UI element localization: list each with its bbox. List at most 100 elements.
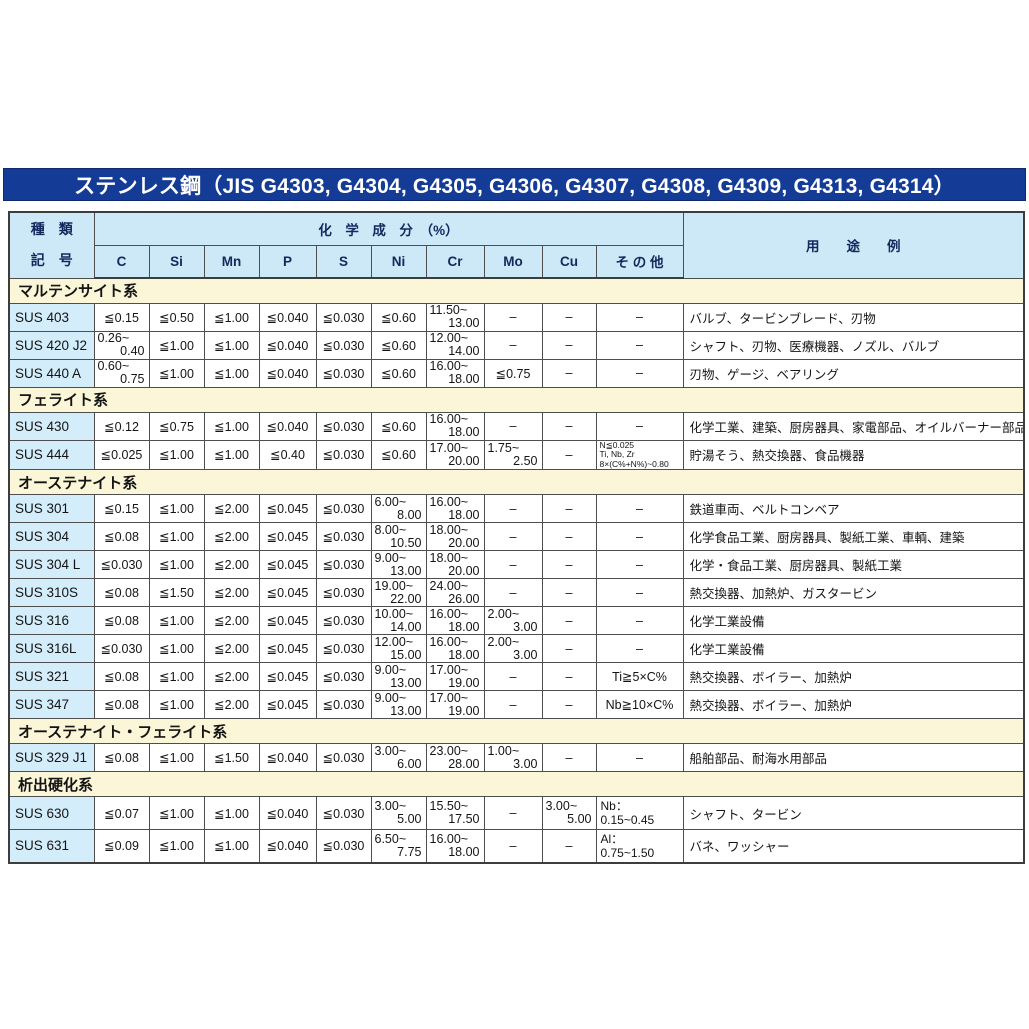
- chem-group-header: 化 学 成 分 （%）: [93, 211, 684, 246]
- chem-cell-s: ≦0.030: [315, 330, 372, 360]
- table-row: SUS 316L ≦0.030 ≦1.00 ≦2.00 ≦0.045 ≦0.030 12.0…: [8, 634, 1025, 663]
- grade-cell: SUS 403: [8, 302, 95, 332]
- chem-cell-other: –: [595, 522, 684, 551]
- table-row: SUS 420 J2 0.26~ 0.40 ≦1.00 ≦1.00 ≦0.040 ≦0.03…: [8, 330, 1025, 360]
- chem-cell-c: ≦0.08: [93, 606, 150, 635]
- section-row: フェライト系: [8, 386, 1025, 413]
- chem-cell-si: ≦0.75: [148, 411, 205, 441]
- chem-cell-other: N≦0.025 Ti, Nb, Zr 8×(C%+N%)~0.80: [595, 439, 684, 470]
- chem-subheader-row: C Si Mn P S Ni Cr Mo Cu そ の 他: [9, 244, 1024, 279]
- chem-cell-mo: –: [483, 330, 543, 360]
- use-cell: バネ、ワッシャー: [682, 829, 1025, 863]
- chem-cell-p: ≦0.045: [258, 578, 317, 607]
- chem-cell-mo: –: [483, 522, 543, 551]
- chem-cell-s: ≦0.030: [315, 411, 372, 441]
- chem-cell-s: ≦0.030: [315, 829, 372, 863]
- chem-cell-other: –: [595, 411, 684, 441]
- chem-cell-p: ≦0.040: [258, 330, 317, 360]
- chem-cell-other: –: [595, 550, 684, 579]
- chem-cell-mn: ≦1.00: [203, 330, 260, 360]
- chem-cell-p: ≦0.040: [258, 302, 317, 332]
- chem-cell-s: ≦0.030: [315, 690, 372, 719]
- chem-cell-cu: –: [541, 606, 597, 635]
- chem-cell-ni: 3.00~ 5.00: [370, 796, 427, 830]
- chem-cell-cu: –: [541, 662, 597, 691]
- chem-cell-cr: 24.00~ 26.00: [425, 578, 485, 607]
- chem-cell-ni: ≦0.60: [370, 330, 427, 360]
- grade-cell: SUS 329 J1: [8, 743, 95, 772]
- chem-cell-c: ≦0.12: [93, 411, 150, 441]
- chem-cell-mn: ≦1.00: [203, 439, 260, 470]
- chem-cell-mo: –: [483, 796, 543, 830]
- chem-cell-cr: 17.00~ 19.00: [425, 662, 485, 691]
- chem-cell-si: ≦1.00: [148, 690, 205, 719]
- chem-cell-mo: –: [483, 829, 543, 863]
- grade-cell: SUS 420 J2: [8, 330, 95, 360]
- chem-cell-si: ≦1.00: [148, 796, 205, 830]
- chem-cell-cr: 16.00~ 18.00: [425, 634, 485, 663]
- table-row: SUS 444 ≦0.025 ≦1.00 ≦1.00 ≦0.40 ≦0.030 ≦0.60 1…: [8, 439, 1025, 470]
- chem-cell-cu: –: [541, 522, 597, 551]
- chem-cell-other: –: [595, 578, 684, 607]
- chem-cell-p: ≦0.045: [258, 606, 317, 635]
- table-row: SUS 630 ≦0.07 ≦1.00 ≦1.00 ≦0.040 ≦0.030 3.00~ 5…: [8, 796, 1025, 830]
- chem-cell-ni: 6.50~ 7.75: [370, 829, 427, 863]
- chem-cell-cr: 11.50~ 13.00: [425, 302, 485, 332]
- grade-cell: SUS 321: [8, 662, 95, 691]
- grade-cell: SUS 316: [8, 606, 95, 635]
- chem-col-header-Si: Si: [148, 244, 205, 279]
- chem-cell-c: ≦0.030: [93, 634, 150, 663]
- chem-cell-mn: ≦1.00: [203, 796, 260, 830]
- table-row: SUS 631 ≦0.09 ≦1.00 ≦1.00 ≦0.040 ≦0.030 6.50~ 7…: [8, 829, 1025, 863]
- chem-cell-p: ≦0.040: [258, 411, 317, 441]
- chem-cell-other: –: [595, 302, 684, 332]
- chem-cell-mo: 2.00~ 3.00: [483, 606, 543, 635]
- chem-cell-si: ≦0.50: [148, 302, 205, 332]
- grade-cell: SUS 316L: [8, 634, 95, 663]
- table-row: SUS 316 ≦0.08 ≦1.00 ≦2.00 ≦0.045 ≦0.030 10.00~…: [8, 606, 1025, 635]
- chem-cell-si: ≦1.00: [148, 550, 205, 579]
- chem-cell-s: ≦0.030: [315, 522, 372, 551]
- chem-cell-c: ≦0.08: [93, 690, 150, 719]
- chem-cell-other: Al： 0.75~1.50: [595, 829, 684, 863]
- chem-cell-cr: 23.00~ 28.00: [425, 743, 485, 772]
- table-row: SUS 321 ≦0.08 ≦1.00 ≦2.00 ≦0.045 ≦0.030 9.00~ 1…: [8, 662, 1025, 691]
- chem-cell-s: ≦0.030: [315, 743, 372, 772]
- use-cell: シャフト、タービン: [682, 796, 1025, 830]
- chem-cell-si: ≦1.00: [148, 743, 205, 772]
- chem-cell-ni: 9.00~ 13.00: [370, 690, 427, 719]
- use-cell: 熱交換器、ボイラー、加熱炉: [682, 690, 1025, 719]
- grade-cell: SUS 310S: [8, 578, 95, 607]
- table-row: SUS 304 ≦0.08 ≦1.00 ≦2.00 ≦0.045 ≦0.030 8.00~ 1…: [8, 522, 1025, 551]
- chem-cell-cr: 16.00~ 18.00: [425, 358, 485, 388]
- chem-cell-cu: 3.00~ 5.00: [541, 796, 597, 830]
- chem-cell-si: ≦1.00: [148, 358, 205, 388]
- chem-cell-cr: 12.00~ 14.00: [425, 330, 485, 360]
- chem-cell-c: ≦0.025: [93, 439, 150, 470]
- chem-cell-si: ≦1.00: [148, 662, 205, 691]
- table-row: SUS 329 J1 ≦0.08 ≦1.00 ≦1.50 ≦0.040 ≦0.030 3.0…: [8, 743, 1025, 772]
- chem-cell-mn: ≦1.00: [203, 829, 260, 863]
- chem-col-header-Cr: Cr: [425, 244, 485, 279]
- chem-col-header-Mo: Mo: [483, 244, 543, 279]
- chem-cell-ni: 12.00~ 15.00: [370, 634, 427, 663]
- section-label: マルテンサイト系: [8, 277, 1025, 304]
- chem-cell-cu: –: [541, 494, 597, 523]
- chem-cell-mo: ≦0.75: [483, 358, 543, 388]
- chem-cell-c: ≦0.08: [93, 578, 150, 607]
- chem-cell-p: ≦0.045: [258, 494, 317, 523]
- chem-cell-si: ≦1.50: [148, 578, 205, 607]
- grade-cell: SUS 304 L: [8, 550, 95, 579]
- use-cell: 化学工業、建築、厨房器具、家電部品、オイルバーナー部品: [682, 411, 1025, 441]
- chem-cell-mo: –: [483, 411, 543, 441]
- chem-cell-s: ≦0.030: [315, 796, 372, 830]
- chem-cell-ni: 3.00~ 6.00: [370, 743, 427, 772]
- chem-cell-cr: 16.00~ 18.00: [425, 494, 485, 523]
- chem-cell-c: 0.26~ 0.40: [93, 330, 150, 360]
- chem-cell-mn: ≦2.00: [203, 578, 260, 607]
- chem-cell-si: ≦1.00: [148, 829, 205, 863]
- chem-cell-si: ≦1.00: [148, 439, 205, 470]
- stainless-steel-table: 種 類 記 号 化 学 成 分 （%） 用 途 例 C Si Mn P S Ni Cr Mo C…: [8, 211, 1026, 864]
- chem-cell-other: –: [595, 494, 684, 523]
